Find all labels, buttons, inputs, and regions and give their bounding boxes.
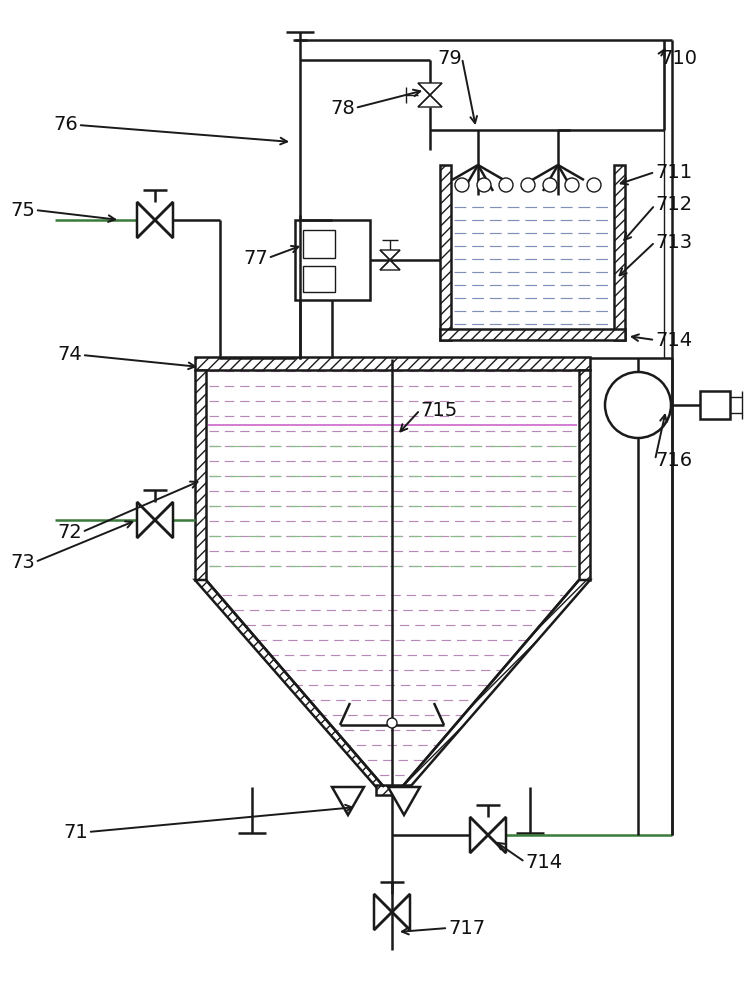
Bar xyxy=(295,220,370,300)
Bar xyxy=(579,370,590,580)
Text: 75: 75 xyxy=(10,200,35,220)
Text: 77: 77 xyxy=(243,248,268,267)
Text: 74: 74 xyxy=(57,346,82,364)
Circle shape xyxy=(521,178,535,192)
Text: 710: 710 xyxy=(660,48,697,68)
Circle shape xyxy=(605,372,671,438)
Circle shape xyxy=(587,178,601,192)
Polygon shape xyxy=(402,580,590,787)
Text: 717: 717 xyxy=(448,918,485,938)
Polygon shape xyxy=(137,502,155,538)
Text: 712: 712 xyxy=(655,196,692,215)
Bar xyxy=(195,357,590,370)
Bar xyxy=(700,391,730,419)
Text: 714: 714 xyxy=(525,852,562,871)
Polygon shape xyxy=(195,580,384,787)
Polygon shape xyxy=(392,894,410,930)
Text: 71: 71 xyxy=(64,822,88,842)
Bar xyxy=(440,329,625,340)
Text: 711: 711 xyxy=(655,162,692,182)
Text: 715: 715 xyxy=(420,400,457,420)
Polygon shape xyxy=(418,83,442,95)
Polygon shape xyxy=(488,817,506,853)
Text: 76: 76 xyxy=(53,115,78,134)
Polygon shape xyxy=(388,787,420,815)
Circle shape xyxy=(387,718,397,728)
Bar xyxy=(303,230,335,258)
Bar xyxy=(440,165,451,340)
Bar xyxy=(376,785,410,795)
Circle shape xyxy=(455,178,469,192)
Circle shape xyxy=(499,178,513,192)
Text: 73: 73 xyxy=(11,552,35,572)
Polygon shape xyxy=(374,894,392,930)
Text: 713: 713 xyxy=(655,232,692,251)
Text: 72: 72 xyxy=(57,522,82,542)
Polygon shape xyxy=(155,502,173,538)
Polygon shape xyxy=(418,95,442,107)
Text: 714: 714 xyxy=(655,330,692,350)
Polygon shape xyxy=(332,787,364,815)
Polygon shape xyxy=(137,202,155,238)
Text: 78: 78 xyxy=(330,99,355,117)
Text: 716: 716 xyxy=(655,450,692,470)
Bar xyxy=(303,266,335,292)
Circle shape xyxy=(543,178,557,192)
Bar xyxy=(195,370,206,580)
Text: 79: 79 xyxy=(437,48,462,68)
Circle shape xyxy=(477,178,491,192)
Bar xyxy=(614,165,625,340)
Circle shape xyxy=(565,178,579,192)
Polygon shape xyxy=(380,250,400,260)
Polygon shape xyxy=(155,202,173,238)
Polygon shape xyxy=(380,260,400,270)
Polygon shape xyxy=(470,817,488,853)
